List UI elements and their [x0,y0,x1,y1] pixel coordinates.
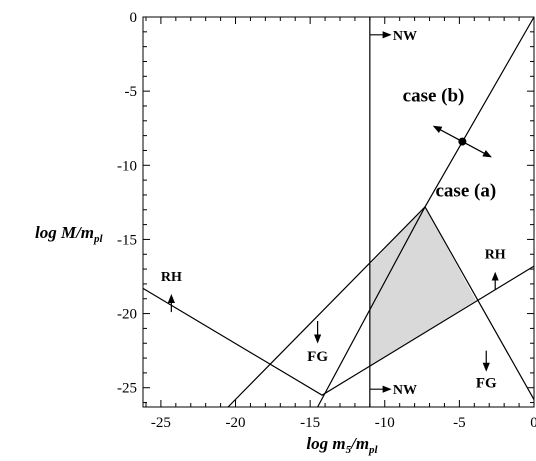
y-tick-label: -5 [125,84,138,100]
annotation-caseb: case (b) [403,86,465,107]
y-tick-label: 0 [130,10,138,26]
x-axis-title: log m5/mpl [306,434,378,456]
x-tick-label: -15 [300,415,320,431]
tick-layer [143,16,535,407]
annotation-fg: FG [307,349,328,365]
x-tick-label: -10 [375,415,395,431]
y-tick-label: -10 [117,158,137,174]
case-b-arrow [432,125,463,143]
y-tick-label: -20 [117,307,137,323]
tick-label-layer: -25 -20 -15 -10 -5 0 0 -5 -10 -15 -20 -25 [117,10,536,431]
data-point [458,137,467,146]
arrow-layer [167,31,499,393]
plot-frame [142,16,535,408]
x-tick-label: -25 [151,415,171,431]
annotation-rh: RH [161,270,182,285]
annotation-fg: FG [476,376,497,392]
case-a-arrow [462,141,492,158]
annotation-nw: NW [393,29,417,44]
annotation-nw: NW [393,383,417,398]
line-layer [142,16,535,408]
y-tick-label: -15 [117,232,137,248]
series-line-3 [227,205,535,408]
series-line-4 [142,265,535,396]
annotation-rh: RH [485,248,506,263]
annotation-casea: case (a) [436,180,497,201]
point-layer [458,137,467,146]
x-tick-label: 0 [530,415,536,431]
y-axis-title: log M/mpl [35,223,104,245]
shaded-region-layer [369,206,476,367]
annotation-layer: NW NW case (b) case (a) RH RH FG FG [161,29,506,398]
y-tick-label: -25 [117,381,137,397]
x-tick-label: -20 [226,415,246,431]
x-tick-label: -5 [453,415,466,431]
shaded-region [369,206,476,367]
